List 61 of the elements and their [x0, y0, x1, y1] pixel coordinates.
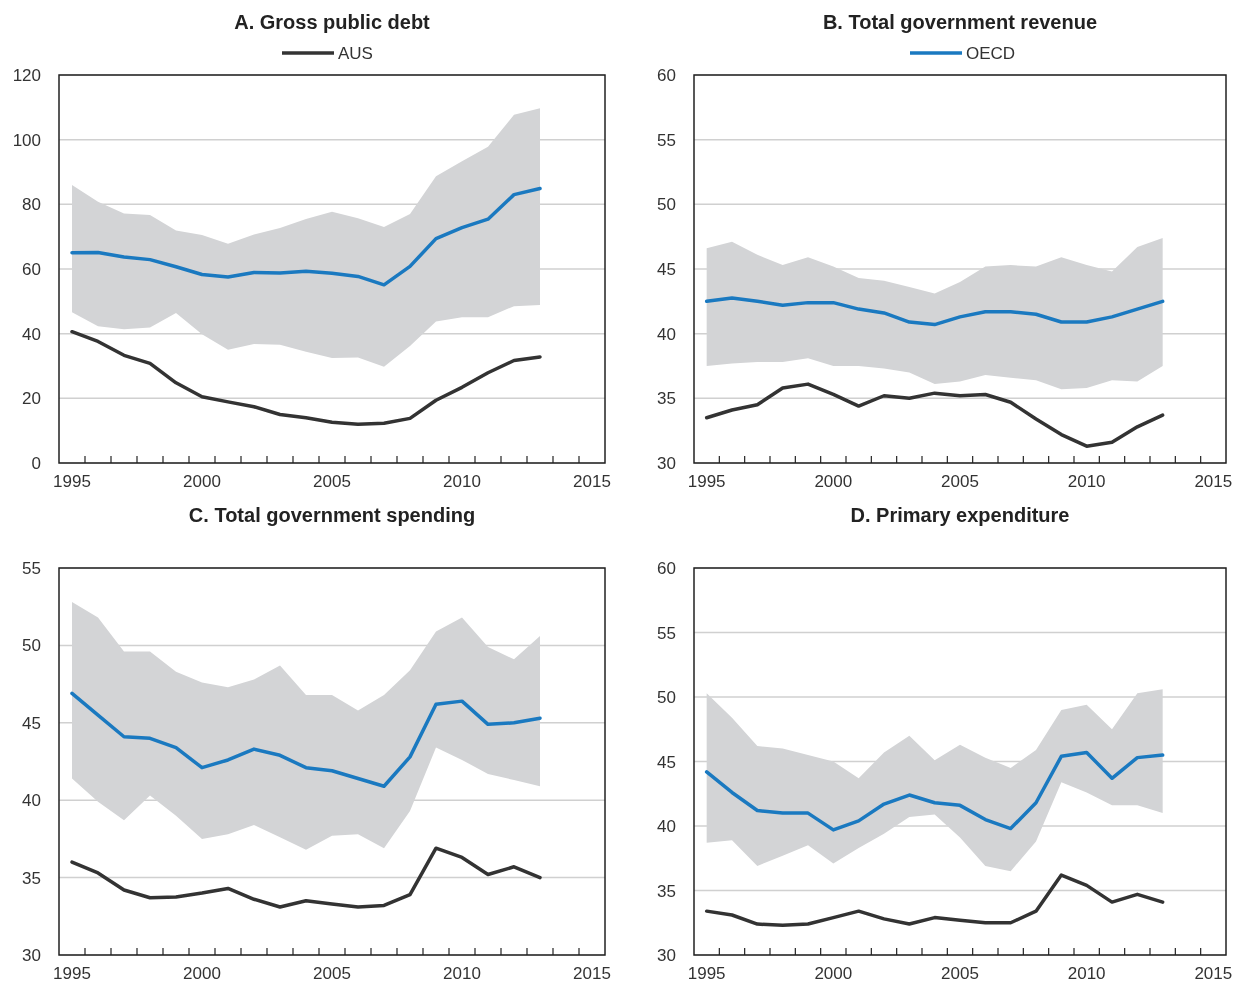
line-series	[704, 750, 1165, 832]
x-tick-label: 2015	[573, 964, 611, 981]
x-tick-label: 1995	[53, 964, 91, 981]
y-tick-label: 50	[657, 688, 676, 707]
y-tick-label: 20	[22, 389, 41, 409]
y-tick-label: 80	[22, 195, 41, 215]
y-tick-label: 40	[22, 324, 41, 344]
y-tick-label: 60	[22, 260, 41, 279]
y-tick-label: 100	[12, 130, 41, 150]
y-tick-label: 55	[657, 623, 676, 643]
y-tick-label: 50	[657, 195, 676, 215]
line-series	[70, 691, 542, 789]
y-tick-label: 55	[657, 130, 676, 150]
x-tick-label: 2015	[573, 472, 611, 491]
y-tick-label: 60	[657, 66, 676, 85]
y-tick-label: 120	[12, 66, 41, 85]
x-tick-label: 2010	[443, 964, 481, 981]
x-tick-label: 2010	[1067, 964, 1106, 981]
x-tick-label: 1995	[687, 472, 726, 491]
legend-label: AUS	[338, 44, 373, 63]
y-tick-label: 45	[22, 713, 41, 733]
x-tick-label: 2010	[443, 472, 481, 491]
x-tick-label: 2005	[313, 472, 351, 491]
y-tick-label: 35	[22, 868, 41, 888]
y-tick-label: 30	[657, 454, 676, 473]
line-series	[704, 382, 1165, 448]
x-tick-label: 2005	[313, 964, 351, 981]
y-tick-label: 30	[657, 946, 676, 965]
y-tick-label: 40	[22, 791, 41, 811]
y-tick-label: 40	[657, 817, 676, 836]
line-series	[704, 873, 1165, 928]
x-tick-label: 2000	[183, 964, 221, 981]
y-tick-label: 0	[31, 454, 41, 473]
y-tick-label: 30	[22, 946, 41, 965]
x-tick-label: 1995	[687, 964, 726, 981]
y-tick-label: 55	[22, 559, 41, 578]
line-series	[70, 329, 542, 426]
y-tick-label: 35	[657, 389, 676, 409]
legend-label: OECD	[966, 44, 1016, 63]
chart-title: D. Primary expenditure	[850, 504, 1070, 526]
chart-title: B. Total government revenue	[822, 11, 1098, 33]
x-tick-label: 2000	[183, 472, 221, 491]
x-tick-label: 2015	[1194, 472, 1233, 491]
x-tick-label: 2015	[1194, 964, 1233, 981]
x-tick-label: 2005	[941, 964, 979, 981]
line-series	[70, 186, 542, 287]
line-series	[70, 846, 542, 909]
y-tick-label: 50	[22, 636, 41, 656]
y-tick-label: 45	[657, 752, 676, 772]
x-tick-label: 1995	[53, 472, 91, 491]
y-tick-label: 40	[657, 324, 676, 344]
x-tick-label: 2000	[814, 472, 853, 491]
y-tick-label: 60	[657, 559, 676, 578]
x-tick-label: 2010	[1067, 472, 1106, 491]
y-tick-label: 45	[657, 260, 676, 279]
line-series	[704, 296, 1165, 327]
x-tick-label: 2000	[814, 964, 853, 981]
chart-title: A. Gross public debt	[234, 11, 431, 33]
chart-title: C. Total government spending	[188, 504, 476, 526]
y-tick-label: 35	[657, 881, 676, 901]
x-tick-label: 2005	[941, 472, 979, 491]
